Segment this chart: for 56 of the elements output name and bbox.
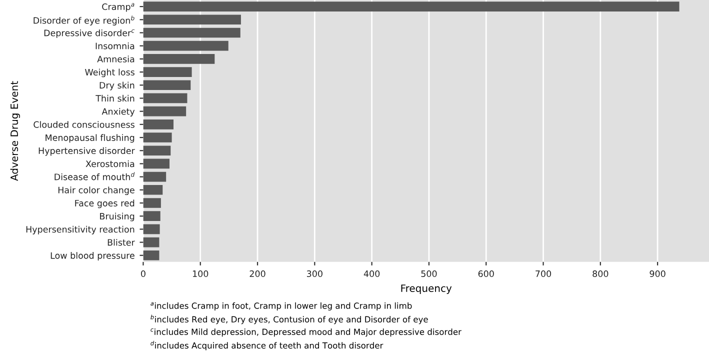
x-tick-label: 500 <box>421 270 437 278</box>
x-tick-label: 100 <box>192 270 208 278</box>
x-tick-label: 600 <box>478 270 494 278</box>
bar <box>143 80 191 90</box>
bar <box>143 28 240 38</box>
y-tick-label: Amnesia <box>97 56 134 62</box>
bar <box>143 237 160 248</box>
y-tick-label: Blister <box>108 238 135 246</box>
bar <box>143 120 174 130</box>
y-tick-label: Menopausal flushing <box>46 134 134 143</box>
bar <box>143 14 241 25</box>
x-tick-label: 0 <box>141 270 146 278</box>
bar <box>143 172 166 182</box>
y-tick-label: Disease of mouth$^{d}$ <box>54 172 135 180</box>
y-tick-label: Disorder of eye region$^{b}$ <box>34 16 134 26</box>
y-tick-label: Low blood pressure <box>50 252 134 261</box>
bar <box>143 224 160 234</box>
bar <box>143 67 192 77</box>
y-tick-label: Hypertensive disorder <box>38 147 135 156</box>
bar <box>143 198 161 208</box>
text: $^{d}$includes Acquired absence of teeth and Tooth disorder <box>150 340 384 350</box>
y-tick-label: Thin skin <box>96 94 134 102</box>
text: $^{c}$includes Mild depression, Depressed mood and Major depressive disorder <box>150 328 462 337</box>
y-tick-label: Insomnia <box>96 42 134 50</box>
y-tick-label: Cramp$^{a}$ <box>102 3 134 12</box>
y-tick-label: Anxiety <box>102 108 135 116</box>
bar <box>143 93 188 104</box>
x-axis-title: Frequency <box>401 284 452 294</box>
y-tick-label: Clouded consciousness <box>34 121 134 128</box>
y-tick-label: Hair color change <box>58 186 134 196</box>
y-tick-label: Bruising <box>100 212 134 222</box>
y-tick-label: Dry skin <box>100 82 134 90</box>
y-tick-label: Hypersensitivity reaction <box>26 226 134 234</box>
y-tick-label: Weight loss <box>85 68 134 78</box>
bar <box>143 106 186 116</box>
bar <box>143 2 680 12</box>
bar <box>143 184 163 195</box>
text: $^{b}$includes Red eye, Dry eyes, Contusion of eye and Disorder of eye <box>150 314 428 324</box>
x-tick-label: 400 <box>364 270 380 278</box>
x-tick-label: 300 <box>306 270 322 278</box>
bar <box>143 54 215 64</box>
y-tick-label: Face goes red <box>75 200 134 208</box>
bar <box>143 146 171 156</box>
bar <box>143 132 172 142</box>
bar <box>143 40 228 51</box>
bar <box>143 211 160 221</box>
x-tick-label: 200 <box>250 270 266 278</box>
bar <box>143 158 170 169</box>
x-tick-label: 900 <box>650 270 666 278</box>
bar <box>143 250 160 260</box>
y-tick-label: Xerostomia <box>86 160 134 168</box>
y-axis-title: Adverse Drug Event <box>10 81 20 181</box>
x-tick-label: 800 <box>592 270 608 278</box>
text: $^{a}$includes Cramp in foot, Cramp in lower leg and Cramp in limb <box>150 302 412 310</box>
y-tick-label: Depressive disorder$^{c}$ <box>44 29 134 38</box>
x-tick-label: 700 <box>536 270 552 278</box>
